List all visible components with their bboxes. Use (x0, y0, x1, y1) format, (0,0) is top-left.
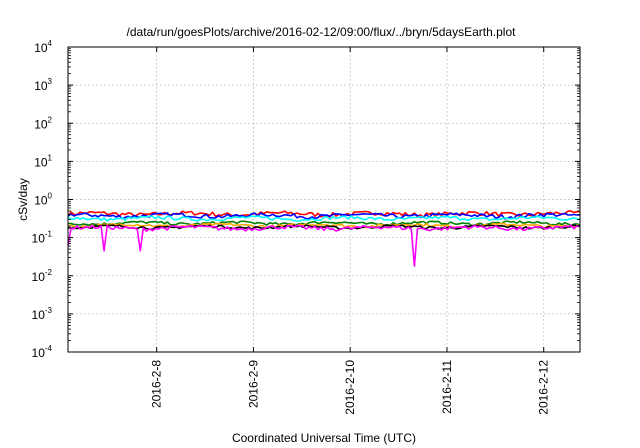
plot-area (67, 210, 581, 267)
y-tick-label: 10-1 (32, 230, 53, 246)
y-tick-label: 101 (34, 153, 52, 169)
y-tick-label: 102 (34, 115, 52, 131)
y-tick-exponent: -2 (45, 268, 53, 277)
y-tick-exponent: 0 (48, 192, 53, 201)
x-axis-ticks: 2016-2-8 2016-2-9 2016-2-10 2016-2-11 2016-2… (150, 47, 551, 415)
x-tick-label: 2016-2-10 (343, 360, 357, 415)
y-tick-exponent: 3 (48, 77, 53, 86)
y-tick-label: 100 (34, 192, 52, 208)
y-tick-exponent: 1 (48, 153, 53, 162)
x-axis-label: Coordinated Universal Time (UTC) (232, 431, 416, 445)
y-tick-base: 10 (34, 194, 48, 208)
y-tick-base: 10 (32, 270, 46, 284)
x-tick-label: 2016-2-8 (150, 360, 164, 408)
y-tick-label: 104 (34, 39, 52, 55)
y-tick-exponent: -3 (45, 306, 53, 315)
grid-lines (68, 47, 580, 352)
y-tick-base: 10 (32, 232, 46, 246)
y-tick-label: 10-3 (32, 306, 53, 322)
y-tick-exponent: -4 (45, 344, 53, 353)
y-tick-base: 10 (34, 41, 48, 55)
y-tick-base: 10 (32, 346, 46, 360)
y-tick-base: 10 (32, 308, 46, 322)
y-tick-label: 103 (34, 77, 52, 93)
y-tick-label: 10-2 (32, 268, 53, 284)
series-line (67, 220, 581, 227)
chart-title: /data/run/goesPlots/archive/2016-02-12/0… (127, 25, 517, 39)
y-axis-label: cSv/day (16, 178, 30, 221)
y-tick-exponent: 2 (48, 115, 53, 124)
y-tick-exponent: 4 (48, 39, 53, 48)
x-tick-label: 2016-2-12 (537, 360, 551, 415)
x-tick-label: 2016-2-11 (440, 360, 454, 414)
series-line (67, 222, 581, 229)
series-line (67, 224, 581, 267)
series-line (67, 212, 580, 220)
y-tick-base: 10 (34, 117, 48, 131)
x-tick-label: 2016-2-9 (246, 360, 260, 408)
series-line (67, 215, 581, 222)
y-tick-base: 10 (34, 155, 48, 169)
y-tick-label: 10-4 (32, 344, 53, 360)
y-tick-exponent: -1 (45, 230, 53, 239)
y-tick-base: 10 (34, 79, 48, 93)
